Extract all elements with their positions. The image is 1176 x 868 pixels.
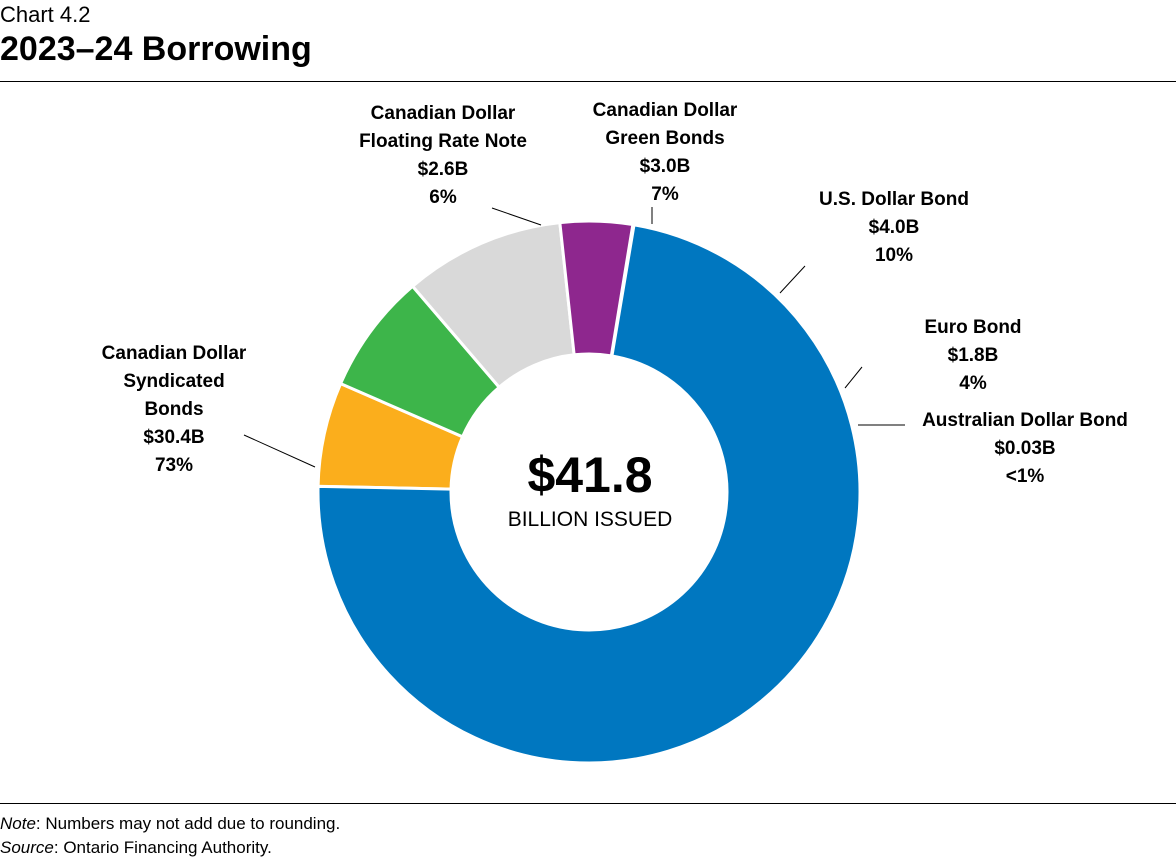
slice-label-percent: 7% xyxy=(651,184,679,205)
leader-line xyxy=(491,207,542,226)
slice-label: Canadian Dollar Syndicated Bonds $30.4B 73% xyxy=(14,340,334,480)
slice-label: Canadian Dollar Floating Rate Note $2.6B 6% xyxy=(283,100,603,212)
leader-line xyxy=(779,265,806,294)
slice-label-name: Australian Dollar Bond xyxy=(922,410,1128,431)
slice-label-value: $1.8B xyxy=(947,345,999,366)
slice-label-name: Canadian Dollar xyxy=(101,343,247,364)
footer-divider xyxy=(0,803,1176,804)
slice-label-percent: <1% xyxy=(1005,466,1045,487)
source-text: : Ontario Financing Authority. xyxy=(53,838,272,857)
note-label: Note xyxy=(0,814,36,833)
slice-label-name: Floating Rate Note xyxy=(359,131,527,152)
center-total-value: $41.8 xyxy=(527,447,653,503)
slice-label-value: $2.6B xyxy=(417,159,469,180)
slice-label: Australian Dollar Bond $0.03B <1% xyxy=(865,407,1176,491)
note-text: : Numbers may not add due to rounding. xyxy=(35,814,341,833)
slice-label-name: U.S. Dollar Bond xyxy=(819,189,969,210)
slice-label-name: Canadian Dollar xyxy=(370,103,516,124)
slice-label: Euro Bond $1.8B 4% xyxy=(813,314,1133,398)
slice-label: U.S. Dollar Bond $4.0B 10% xyxy=(734,186,1054,270)
slice-label-value: $4.0B xyxy=(868,217,920,238)
slice-label-name: Bonds xyxy=(144,399,204,420)
chart-number: Chart 4.2 xyxy=(0,2,91,27)
slice-label-value: $0.03B xyxy=(994,438,1056,459)
slice-label-value: $30.4B xyxy=(143,427,205,448)
slice-canadian-dollar-syndicated-bonds xyxy=(316,223,862,765)
leader-line xyxy=(844,366,863,389)
title-divider xyxy=(0,81,1176,82)
leader-line xyxy=(243,434,316,468)
slice-label-name: Syndicated xyxy=(123,371,225,392)
source-label: Source xyxy=(0,838,54,857)
footnote: Note: Numbers may not add due to roundin… xyxy=(0,814,340,834)
source-line: Source: Ontario Financing Authority. xyxy=(0,838,272,858)
slice-label-name: Euro Bond xyxy=(924,317,1022,338)
center-total-label: BILLION ISSUED xyxy=(507,508,673,531)
slice-label-percent: 4% xyxy=(959,373,987,394)
slice-label: Canadian Dollar Green Bonds $3.0B 7% xyxy=(505,97,825,209)
slice-label-name: Green Bonds xyxy=(605,128,725,149)
slice-label-percent: 73% xyxy=(154,455,194,476)
chart-title: 2023–24 Borrowing xyxy=(0,30,312,68)
slice-label-percent: 6% xyxy=(429,187,457,208)
slice-label-value: $3.0B xyxy=(639,156,691,177)
slice-label-percent: 10% xyxy=(874,245,914,266)
slice-label-name: Canadian Dollar xyxy=(592,100,738,121)
